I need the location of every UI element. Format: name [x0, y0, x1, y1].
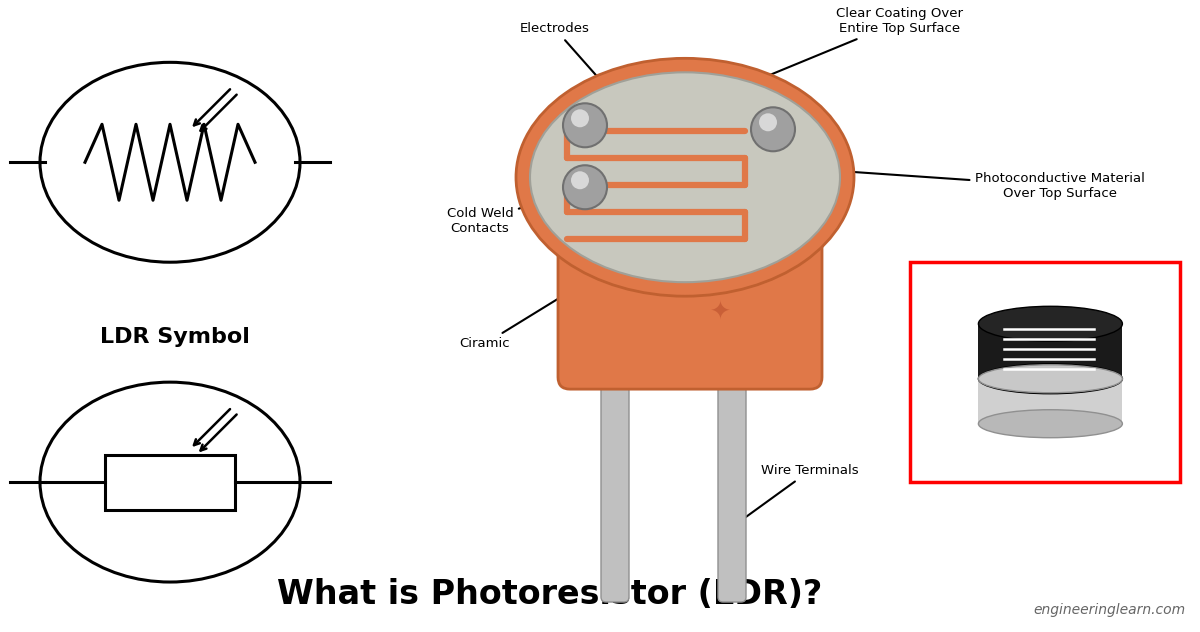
Text: Active film: Active film [918, 366, 980, 379]
Text: Clear Coating Over
Entire Top Surface: Clear Coating Over Entire Top Surface [739, 8, 964, 88]
Circle shape [563, 103, 607, 147]
Bar [106, 454, 235, 509]
Text: engineeringlearn.com: engineeringlearn.com [1033, 603, 1186, 617]
Circle shape [571, 171, 589, 189]
FancyBboxPatch shape [718, 372, 746, 602]
Text: Photoconductive Material
Over Top Surface: Photoconductive Material Over Top Surfac… [790, 166, 1145, 200]
Text: Wire Terminals: Wire Terminals [736, 464, 859, 524]
Text: Other metal
contact: Other metal contact [1100, 277, 1172, 305]
Text: Cold Weld
Contacts: Cold Weld Contacts [446, 188, 580, 235]
Ellipse shape [978, 364, 1122, 394]
Ellipse shape [978, 307, 1122, 341]
Polygon shape [978, 324, 1122, 379]
Circle shape [563, 165, 607, 209]
Polygon shape [978, 379, 1122, 423]
Ellipse shape [530, 72, 840, 283]
Text: Metal
contact: Metal contact [918, 277, 962, 305]
Ellipse shape [978, 410, 1122, 438]
Ellipse shape [516, 58, 854, 296]
Bar [910, 262, 1180, 482]
Ellipse shape [978, 365, 1122, 392]
Text: Substrate: Substrate [918, 436, 976, 449]
FancyBboxPatch shape [601, 372, 629, 602]
Circle shape [751, 107, 796, 151]
Circle shape [571, 109, 589, 127]
Text: ✦: ✦ [709, 300, 731, 324]
Circle shape [760, 113, 778, 131]
FancyBboxPatch shape [558, 175, 822, 389]
Text: Electrodes: Electrodes [520, 22, 617, 99]
Text: LDR Symbol: LDR Symbol [100, 327, 250, 347]
Text: Ciramic: Ciramic [460, 285, 581, 350]
Text: What is Photoresistor (LDR)?: What is Photoresistor (LDR)? [277, 578, 823, 611]
